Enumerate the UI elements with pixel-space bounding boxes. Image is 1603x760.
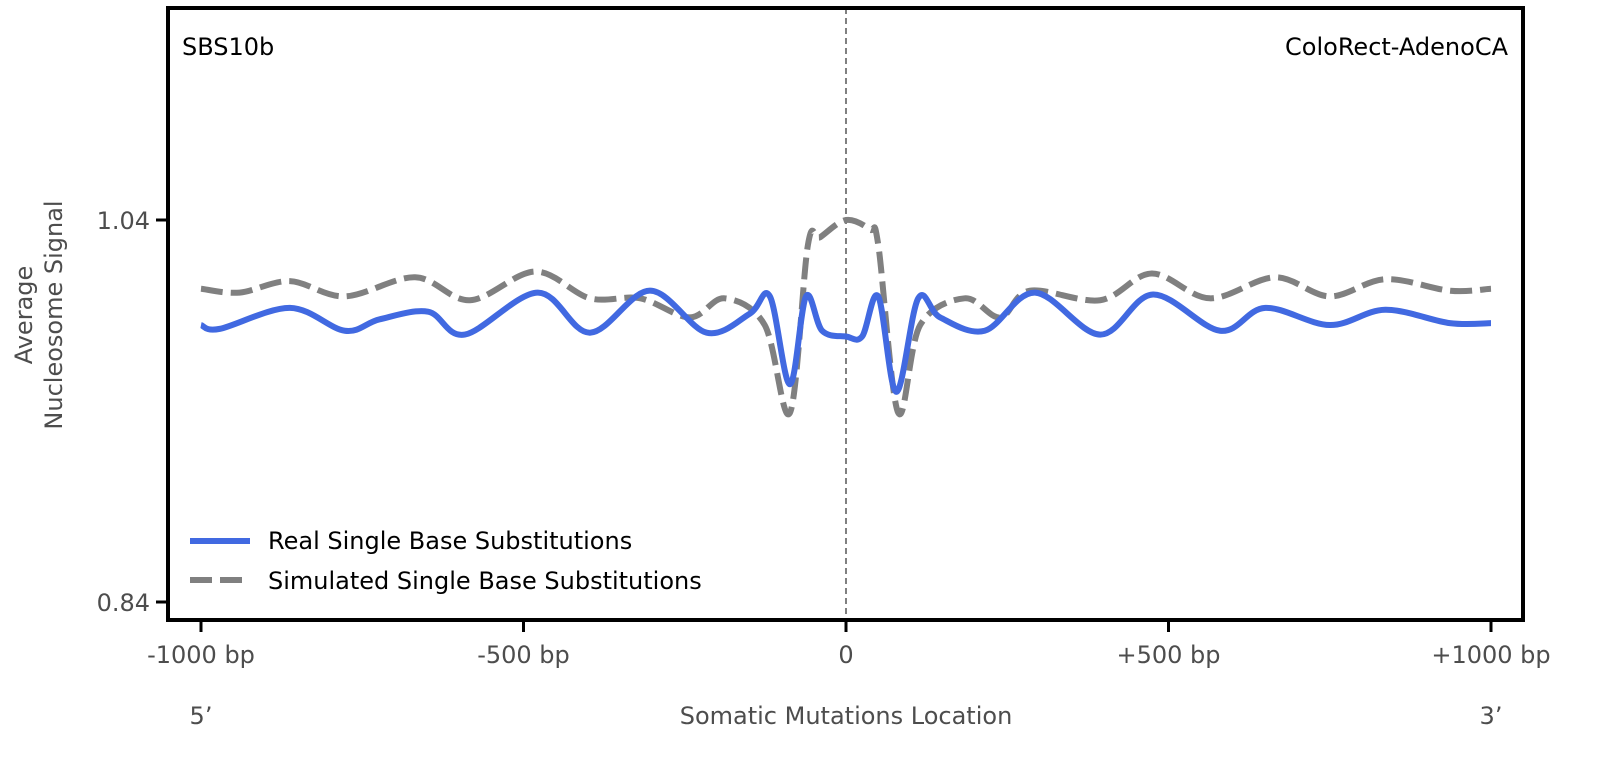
x-tick-label: 0 xyxy=(838,641,853,669)
x-tick-label: -1000 bp xyxy=(147,641,255,669)
plot-frame xyxy=(166,6,1525,622)
y-axis-label-line2: Nucleosome Signal xyxy=(40,200,68,429)
x-tick-label: +500 bp xyxy=(1116,641,1220,669)
x-axis-label: Somatic Mutations Location xyxy=(680,702,1013,730)
y-tick-label: 1.04 xyxy=(97,207,150,235)
legend-real-label: Real Single Base Substitutions xyxy=(268,527,632,555)
signature-label: SBS10b xyxy=(182,33,274,61)
legend-simulated-label: Simulated Single Base Substitutions xyxy=(268,567,702,595)
legend: Real Single Base Substitutions Simulated… xyxy=(190,527,702,595)
five-prime-label: 5’ xyxy=(190,702,213,730)
y-axis-label-line1: Average xyxy=(10,266,38,365)
tissue-label: ColoRect-AdenoCA xyxy=(1285,33,1509,61)
y-tick-label: 0.84 xyxy=(97,589,150,617)
real-sbs-line xyxy=(199,287,1492,395)
x-tick-label: -500 bp xyxy=(477,641,570,669)
x-tick-label: +1000 bp xyxy=(1431,641,1550,669)
simulated-sbs-line xyxy=(200,216,1492,418)
three-prime-label: 3’ xyxy=(1480,702,1503,730)
